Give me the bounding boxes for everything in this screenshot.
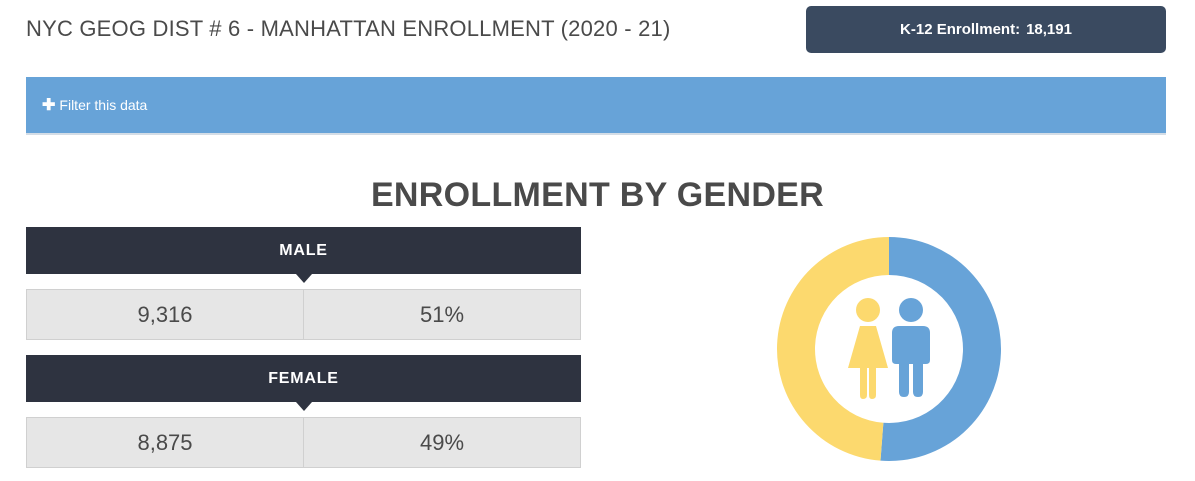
male-stats: 9,316 51% <box>26 289 581 340</box>
caret-icon <box>296 402 312 411</box>
male-count: 9,316 <box>26 289 304 340</box>
female-header: FEMALE <box>26 355 581 411</box>
filter-toggle[interactable]: ✚ Filter this data <box>26 77 1166 135</box>
page-title: NYC GEOG DIST # 6 - MANHATTAN ENROLLMENT… <box>26 16 671 41</box>
male-percent: 51% <box>304 289 581 340</box>
female-percent: 49% <box>304 417 581 468</box>
female-label: FEMALE <box>268 369 339 387</box>
gender-donut-chart <box>776 237 1001 461</box>
donut-slices <box>776 237 1001 461</box>
female-stats: 8,875 49% <box>26 417 581 468</box>
enrollment-badge-value: 18,191 <box>1026 21 1072 38</box>
male-figure-icon <box>892 298 930 397</box>
female-count: 8,875 <box>26 417 304 468</box>
enrollment-badge: K-12 Enrollment: 18,191 <box>806 6 1166 53</box>
caret-icon <box>296 274 312 283</box>
male-label: MALE <box>279 241 328 259</box>
enrollment-badge-label: K-12 Enrollment: <box>900 21 1021 38</box>
section-title: ENROLLMENT BY GENDER <box>370 176 825 214</box>
filter-label: Filter this data <box>59 97 148 113</box>
donut-slice-female <box>776 237 889 461</box>
male-header: MALE <box>26 227 581 283</box>
female-figure-icon <box>848 298 888 399</box>
plus-icon: ✚ <box>42 97 56 114</box>
donut-slice-male <box>880 237 1001 461</box>
